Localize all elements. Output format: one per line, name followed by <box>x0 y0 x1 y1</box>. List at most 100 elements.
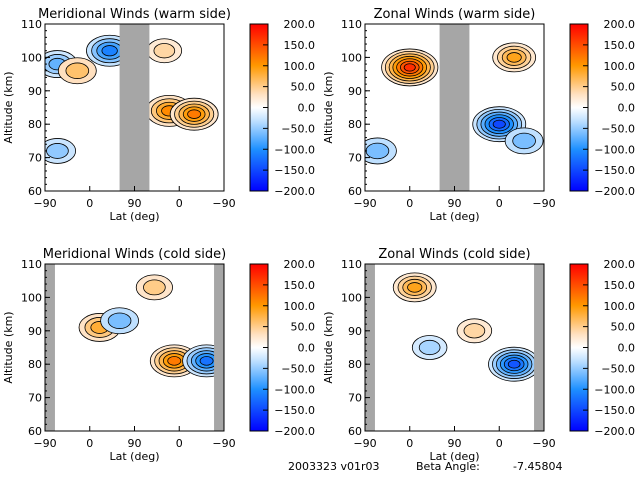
x-tick-label: 0 <box>86 437 93 450</box>
contour-2-level-2 <box>107 312 132 329</box>
x-tick-label: 90 <box>448 197 462 210</box>
colorbar-tick-label: −200.0 <box>594 185 635 198</box>
contour-5-level-5 <box>199 356 214 366</box>
y-tick-label: 100 <box>341 51 362 64</box>
contour-1-level-7 <box>403 63 416 72</box>
contour-2-level-2 <box>365 142 390 160</box>
colorbar-tick-label: 200.0 <box>284 258 316 271</box>
y-tick-label: 80 <box>348 118 362 131</box>
contour-5-level-2 <box>512 132 536 150</box>
colorbar-tick-label: 50.0 <box>291 321 316 334</box>
x-tick-label: −90 <box>33 197 56 210</box>
no-data-region <box>365 264 375 431</box>
colorbar-tick-label: 50.0 <box>611 81 636 94</box>
y-tick-label: 70 <box>28 392 42 405</box>
colorbar-tick-label: 50.0 <box>611 321 636 334</box>
colorbar-tick-label: 150.0 <box>604 39 636 52</box>
colorbar-tick-label: 100.0 <box>284 300 316 313</box>
x-tick-label: −90 <box>212 197 235 210</box>
y-tick-label: 60 <box>348 185 362 198</box>
y-tick-label: 100 <box>341 291 362 304</box>
colorbar-tick-label: 150.0 <box>284 279 316 292</box>
colorbar-tick-label: −100.0 <box>274 143 315 156</box>
x-tick-label: −90 <box>353 437 376 450</box>
panel-4: Zonal Winds (cold side) 60 70 80 90 100 110 −90… <box>322 247 635 463</box>
x-tick-label: 90 <box>128 437 142 450</box>
colorbar-tick-label: 200.0 <box>284 18 316 31</box>
contour-3-level-2 <box>143 279 166 296</box>
no-data-region <box>45 264 55 431</box>
y-axis-label: Altitude (km) <box>2 71 15 143</box>
y-tick-label: 100 <box>21 291 42 304</box>
contour-3-level-2 <box>65 62 90 79</box>
contour-1-level-4 <box>407 282 423 293</box>
contour-4-level-6 <box>492 119 506 129</box>
colorbar-tick-label: −50.0 <box>601 362 635 375</box>
y-axis-label: Altitude (km) <box>322 71 335 143</box>
y-tick-label: 70 <box>348 152 362 165</box>
no-data-region <box>119 24 150 191</box>
chart-title: Zonal Winds (warm side) <box>374 7 536 22</box>
colorbar-tick-label: 50.0 <box>291 81 316 94</box>
colorbar-tick-label: 150.0 <box>604 279 636 292</box>
colorbar-tick-label: 100.0 <box>284 60 316 73</box>
contour-2-level-2 <box>463 323 486 339</box>
colorbar-tick-label: −50.0 <box>281 122 315 135</box>
y-tick-label: 80 <box>28 118 42 131</box>
colorbar-tick-label: −200.0 <box>594 425 635 438</box>
contour-7-level-2 <box>153 43 176 59</box>
colorbar-tick-label: 200.0 <box>604 18 636 31</box>
y-tick-label: 60 <box>28 185 42 198</box>
footer-date-version: 2003323 v01r03 <box>288 460 380 473</box>
footer-beta-label: Beta Angle: <box>416 460 480 473</box>
x-axis-label: Lat (deg) <box>110 450 160 463</box>
panel-1: Meridional Winds (warm side) 60 70 80 90 100 1… <box>2 7 315 223</box>
y-tick-label: 90 <box>28 325 42 338</box>
y-tick-label: 110 <box>341 18 362 31</box>
x-axis-label: Lat (deg) <box>110 210 160 223</box>
y-tick-label: 110 <box>341 258 362 271</box>
colorbar-tick-label: 0.0 <box>618 102 636 115</box>
colorbar-tick-label: −50.0 <box>281 362 315 375</box>
y-tick-label: 80 <box>348 358 362 371</box>
colorbar-tick-label: 0.0 <box>298 102 316 115</box>
x-tick-label: 0 <box>496 437 503 450</box>
x-axis-label: Lat (deg) <box>430 210 480 223</box>
x-tick-label: −90 <box>532 437 555 450</box>
y-tick-label: 60 <box>348 425 362 438</box>
x-tick-label: −90 <box>532 197 555 210</box>
chart-title: Meridional Winds (warm side) <box>38 7 231 22</box>
contour-3-level-6 <box>507 359 521 369</box>
colorbar-tick-label: −150.0 <box>594 164 635 177</box>
footer-beta-value: -7.45804 <box>513 460 562 473</box>
colorbar-tick-label: 0.0 <box>618 342 636 355</box>
y-tick-label: 100 <box>21 51 42 64</box>
x-tick-label: −90 <box>33 437 56 450</box>
y-tick-label: 90 <box>28 85 42 98</box>
colorbar-tick-label: 100.0 <box>604 300 636 313</box>
x-tick-label: −90 <box>353 197 376 210</box>
colorbar-tick-label: −150.0 <box>274 164 315 177</box>
contour-4-level-2 <box>418 339 441 356</box>
colorbar-tick-label: 200.0 <box>604 258 636 271</box>
x-tick-label: 0 <box>176 437 183 450</box>
chart-title: Zonal Winds (cold side) <box>378 247 530 262</box>
panel-3: Meridional Winds (cold side) 60 70 80 90 100 1… <box>2 247 315 463</box>
y-tick-label: 70 <box>348 392 362 405</box>
colorbar-tick-label: −150.0 <box>594 404 635 417</box>
x-tick-label: 90 <box>128 197 142 210</box>
colorbar-tick-label: 100.0 <box>604 60 636 73</box>
x-tick-label: 0 <box>406 197 413 210</box>
contour-4-level-4 <box>101 45 118 57</box>
colorbar-tick-label: −150.0 <box>274 404 315 417</box>
y-tick-label: 110 <box>21 258 42 271</box>
x-tick-label: 0 <box>176 197 183 210</box>
x-tick-label: 0 <box>86 197 93 210</box>
contour-4-level-5 <box>167 356 182 366</box>
x-tick-label: 0 <box>406 437 413 450</box>
colorbar-tick-label: 0.0 <box>298 342 316 355</box>
colorbar-tick-label: −100.0 <box>594 383 635 396</box>
y-axis-label: Altitude (km) <box>2 311 15 383</box>
colorbar-tick-label: −50.0 <box>601 122 635 135</box>
